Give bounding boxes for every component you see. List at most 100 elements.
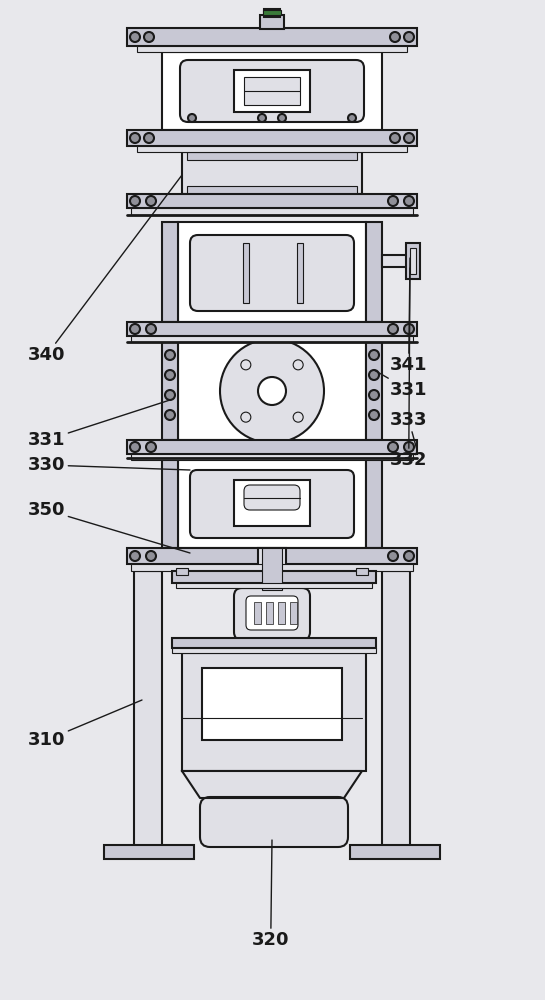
Bar: [131, 564, 413, 571]
Bar: [366, 222, 382, 322]
Bar: [234, 70, 310, 112]
Circle shape: [404, 324, 414, 334]
Bar: [127, 440, 417, 454]
Circle shape: [369, 350, 379, 360]
Bar: [366, 458, 382, 548]
Circle shape: [388, 551, 398, 561]
Bar: [258, 548, 286, 590]
Bar: [254, 602, 261, 624]
Bar: [172, 638, 376, 648]
Text: 310: 310: [28, 700, 142, 749]
Circle shape: [404, 196, 414, 206]
Circle shape: [130, 442, 140, 452]
Circle shape: [130, 324, 140, 334]
Circle shape: [404, 442, 414, 452]
Bar: [187, 152, 357, 160]
Circle shape: [258, 114, 266, 122]
Text: 320: 320: [252, 840, 289, 949]
Bar: [162, 342, 178, 440]
Circle shape: [369, 410, 379, 420]
Circle shape: [348, 114, 356, 122]
FancyBboxPatch shape: [180, 60, 364, 122]
Text: 332: 332: [390, 268, 427, 469]
Bar: [178, 222, 366, 322]
Circle shape: [390, 133, 400, 143]
Bar: [127, 548, 417, 564]
Circle shape: [165, 390, 175, 400]
Circle shape: [404, 551, 414, 561]
Text: 330: 330: [28, 456, 190, 474]
Circle shape: [130, 32, 140, 42]
Bar: [127, 130, 417, 146]
Text: 341: 341: [390, 258, 427, 374]
Text: 331: 331: [28, 400, 170, 449]
FancyBboxPatch shape: [190, 235, 354, 311]
Circle shape: [241, 412, 251, 422]
Bar: [202, 668, 342, 740]
Circle shape: [220, 339, 324, 443]
Circle shape: [388, 442, 398, 452]
Bar: [264, 9, 280, 17]
Text: 333: 333: [390, 411, 427, 450]
Bar: [176, 568, 188, 575]
Bar: [127, 194, 417, 208]
Circle shape: [130, 551, 140, 561]
Bar: [172, 648, 376, 653]
Bar: [162, 222, 178, 322]
Bar: [278, 602, 285, 624]
Bar: [244, 77, 300, 105]
Circle shape: [130, 196, 140, 206]
Bar: [162, 458, 178, 548]
Text: 331: 331: [374, 370, 427, 399]
FancyBboxPatch shape: [190, 470, 354, 538]
Circle shape: [278, 114, 286, 122]
Circle shape: [258, 377, 286, 405]
Polygon shape: [182, 771, 362, 798]
Circle shape: [165, 410, 175, 420]
Circle shape: [188, 114, 196, 122]
Circle shape: [146, 196, 156, 206]
Bar: [260, 15, 284, 29]
Text: 340: 340: [28, 175, 182, 364]
Bar: [406, 243, 420, 279]
Circle shape: [369, 390, 379, 400]
Bar: [297, 243, 303, 303]
Bar: [182, 653, 366, 771]
Bar: [134, 571, 162, 851]
Bar: [382, 255, 410, 267]
Circle shape: [390, 32, 400, 42]
Bar: [410, 248, 416, 274]
Bar: [104, 845, 194, 859]
Circle shape: [144, 133, 154, 143]
Circle shape: [369, 370, 379, 380]
Circle shape: [130, 133, 140, 143]
Bar: [350, 845, 440, 859]
Bar: [290, 602, 297, 624]
Text: 350: 350: [28, 501, 190, 553]
Bar: [178, 342, 366, 440]
Circle shape: [241, 360, 251, 370]
Bar: [243, 243, 249, 303]
Bar: [172, 571, 376, 583]
Bar: [234, 480, 310, 526]
Bar: [178, 458, 366, 548]
FancyBboxPatch shape: [234, 588, 310, 640]
Bar: [262, 548, 282, 590]
Bar: [182, 152, 362, 194]
Circle shape: [165, 350, 175, 360]
FancyBboxPatch shape: [244, 485, 300, 510]
Bar: [127, 28, 417, 46]
Bar: [366, 342, 382, 440]
Bar: [263, 10, 281, 15]
Bar: [137, 146, 407, 152]
FancyBboxPatch shape: [200, 797, 348, 847]
Circle shape: [404, 133, 414, 143]
Bar: [137, 46, 407, 52]
Circle shape: [146, 551, 156, 561]
Bar: [176, 583, 372, 588]
Bar: [162, 52, 382, 130]
Circle shape: [146, 324, 156, 334]
Circle shape: [165, 370, 175, 380]
Bar: [131, 208, 413, 215]
Circle shape: [146, 442, 156, 452]
